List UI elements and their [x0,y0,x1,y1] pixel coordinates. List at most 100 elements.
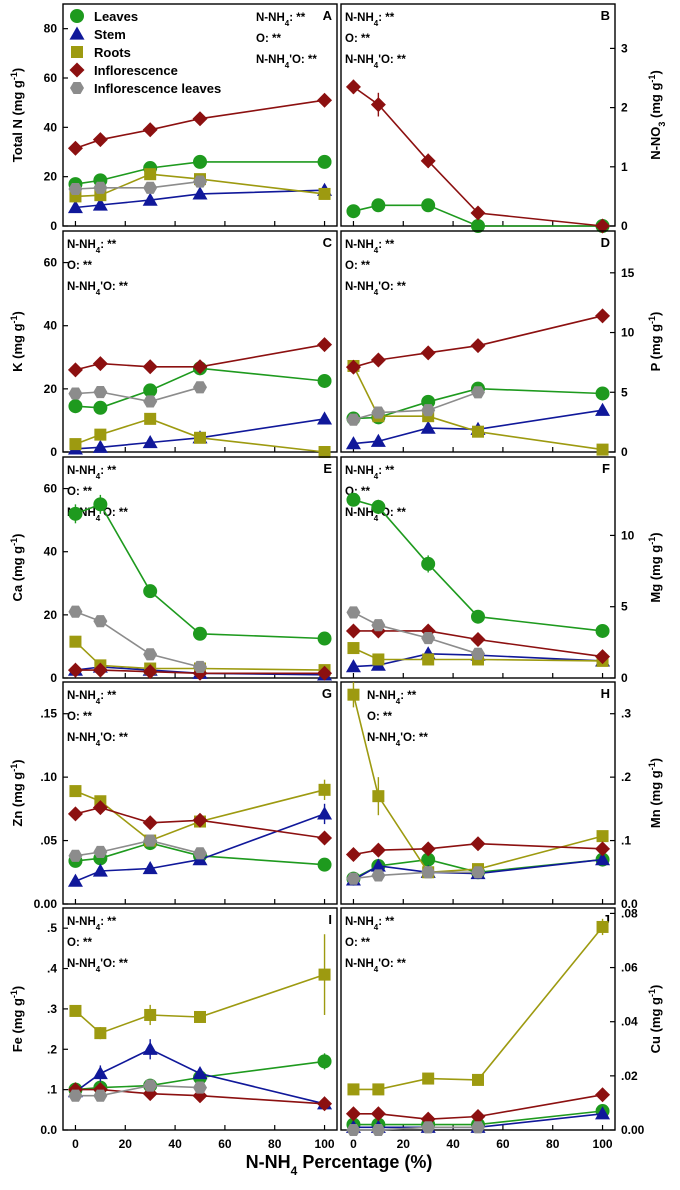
y-tick-label: 80 [44,22,58,36]
data-point [420,420,436,434]
stats-line-interaction: N-NH4'O: ** [67,732,128,748]
data-point [421,632,436,645]
data-point [346,1123,361,1137]
data-point [143,395,158,408]
data-point [193,626,207,641]
x-axis-label: N-NH4 Percentage (%) [246,1152,433,1178]
data-point [67,200,83,214]
data-point [67,806,83,822]
stats-line-o: O: ** [345,33,370,45]
y-tick-label: .04 [621,1015,638,1029]
data-point [68,1089,83,1102]
series-inflorescence [345,836,611,863]
data-point [346,492,361,507]
y-tick-label: 0 [621,671,628,685]
legend-label: Leaves [94,9,138,24]
data-point [94,1027,107,1040]
series-inflorescence [67,92,333,156]
data-point [370,97,386,113]
panel-D: 0 5 10 15 P (mg g-1) D N-NH4: ** O: ** N-NH4'O: … [340,230,663,459]
x-tick-label: 100 [593,1137,613,1151]
y-axis-label: Mn (mg g-1) [647,758,663,828]
x-tick-label: 60 [496,1137,510,1151]
panel-letter: F [602,461,610,476]
stats-line-o: O: ** [345,937,370,949]
y-axis-label: P (mg g-1) [647,312,663,372]
stats-line-interaction: N-NH4'O: ** [345,54,406,70]
data-point [93,1089,108,1102]
series-line [353,611,479,655]
panel-letter: E [323,461,332,476]
data-point [372,653,385,666]
data-point [370,1106,386,1122]
y-tick-label: 20 [44,170,58,184]
y-tick-label: 60 [44,71,58,85]
y-tick-label: 60 [44,482,58,496]
panel-frame [62,907,338,1131]
data-point [345,359,361,375]
panel-H: 0.0 .1 .2 .3 Mn (mg g-1) H N-NH4: ** O: ** N-NH4… [340,681,663,911]
data-point [318,187,331,200]
y-tick-label: 10 [621,528,635,542]
y-tick-label: .2 [621,770,631,784]
data-point [192,186,208,200]
data-point [194,431,206,444]
data-point [595,218,611,234]
series-inflorescence_leaves [68,1079,207,1102]
data-point [317,631,332,646]
data-point [470,205,486,221]
data-point [69,635,82,648]
stats-line-o: O: ** [256,33,281,45]
stats-line-o: O: ** [345,260,370,272]
data-point [192,1065,208,1080]
panel-A: 0 20 40 60 80 Total N (mg g-1) A N-NH4: ** O: **… [9,3,338,233]
data-point [67,140,83,156]
y-axis-label: Cu (mg g-1) [647,985,663,1054]
data-point [68,399,83,414]
stats-line-nh4: N-NH4: ** [67,465,117,481]
y-tick-label: 0 [621,219,628,233]
panel-J: 0 20 40 60 80 100 0.00 .02 .04 .06 .08 Cu (mg g-1) J… [340,906,663,1151]
stats-line-nh4: N-NH4: ** [67,239,117,255]
data-point [143,181,158,194]
y-tick-label: .3 [47,1002,57,1016]
x-tick-label: 20 [119,1137,133,1151]
series-leaves [68,494,332,646]
panel-frame [340,907,616,1131]
data-point [67,662,83,678]
series-inflorescence_leaves [346,866,485,885]
data-point [93,845,108,859]
data-point [346,413,361,426]
legend-item-stem: Stem [69,26,126,42]
y-axis-label: Total N (mg g-1) [9,68,25,162]
data-point [143,584,158,599]
y-tick-label: 60 [44,256,58,270]
y-tick-label: .1 [47,1083,57,1097]
data-point [595,1106,611,1120]
data-point [94,428,107,441]
x-tick-label: 80 [268,1137,282,1151]
data-point [347,642,360,655]
data-point [371,499,386,514]
data-point [144,412,157,425]
stats-line-interaction: N-NH4'O: ** [345,507,406,523]
y-tick-label: 2 [621,101,628,115]
series-line [75,503,325,640]
data-point [69,438,82,451]
x-tick-label: 40 [168,1137,182,1151]
y-axis-label: N-NO3 (mg g-1) [647,70,667,160]
data-point [371,406,386,419]
data-point [422,653,435,666]
data-point [193,154,207,169]
data-point [317,1054,332,1069]
data-point [92,439,108,453]
data-point [421,1121,436,1134]
data-point [142,860,158,875]
data-point [92,662,108,678]
data-point [371,869,386,882]
panel-G: 0.00 .05 .10 .15 Zn (mg g-1) G N-NH4: ** O: ** N… [9,681,338,911]
data-point [317,830,333,846]
series-inflorescence_leaves [68,605,207,674]
x-tick-label: 80 [546,1137,560,1151]
data-point [345,1106,361,1122]
